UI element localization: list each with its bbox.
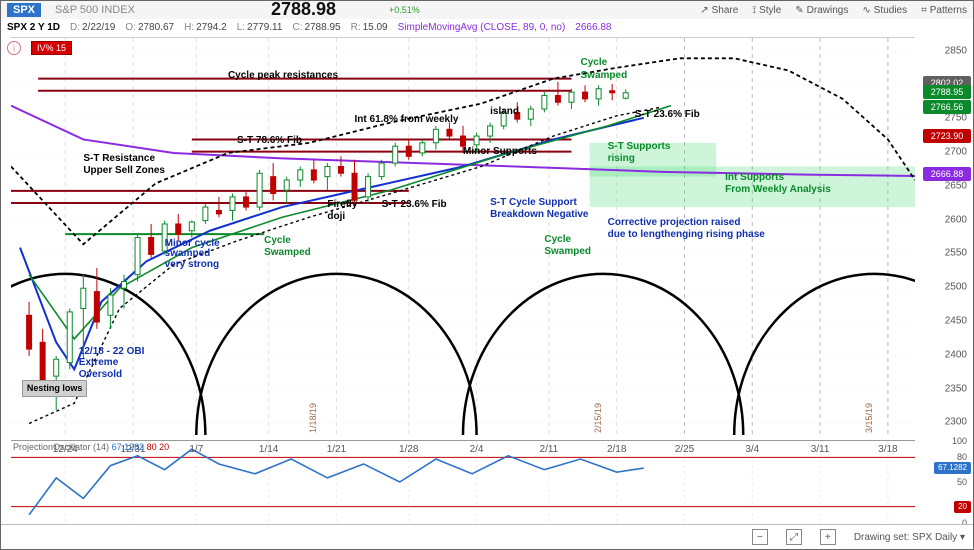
nesting-lows-box: Nesting lows	[22, 380, 88, 398]
price-tag: 2788.95	[923, 85, 971, 99]
info-icon[interactable]: i	[7, 41, 21, 55]
ohlc-bar: SPX 2 Y 1D D:2/22/19 O:2780.67 H:2794.2 …	[1, 19, 973, 35]
osc-tag: 67.1282	[934, 462, 971, 474]
chart-annotation: Int 61.8% from weekly	[355, 114, 459, 125]
price-tag: 2723.90	[923, 129, 971, 143]
zoom-reset-icon[interactable]: ⤢	[786, 529, 802, 545]
chart-annotation: Breakdown Negative	[490, 209, 588, 220]
x-tick-label: 3/4	[745, 444, 759, 455]
drawing-set-label: Drawing set: SPX Daily ▾	[854, 532, 965, 543]
zoom-in-icon[interactable]: +	[820, 529, 836, 545]
drawings-button[interactable]: ✎ Drawings	[795, 5, 848, 16]
chart-annotation: due to lengthenging rising phase	[608, 229, 765, 240]
timeframe-label[interactable]: SPX 2 Y 1D	[7, 22, 60, 33]
chart-annotation: Cycle peak resistances	[228, 70, 338, 81]
x-tick-label: 1/14	[259, 444, 278, 455]
chart-annotation: Swamped	[264, 247, 311, 258]
price-chart[interactable]: Cycle peak resistancesCycleSwampedisland…	[11, 37, 915, 437]
chart-annotation: rising	[608, 153, 635, 164]
chart-annotation: island	[490, 106, 519, 117]
sma-label: SimpleMovingAvg (CLOSE, 89, 0, no)	[398, 22, 566, 33]
index-label: S&P 500 INDEX	[55, 4, 135, 16]
symbol-badge[interactable]: SPX	[7, 3, 41, 17]
x-tick-label: 3/18	[878, 444, 897, 455]
chart-annotation: Int Supports	[725, 172, 784, 183]
chart-annotation: Extreme	[79, 357, 118, 368]
x-tick-label: 1/21	[327, 444, 346, 455]
last-price: 2788.98	[271, 0, 336, 20]
prev-change-pct: +0.51%	[389, 5, 420, 15]
chart-annotation: S-T Cycle Support	[490, 197, 577, 208]
iv-badge: IV% 15	[31, 41, 72, 55]
chart-annotation: doji	[327, 211, 345, 222]
chart-annotation: S-T 78.6% Fib	[237, 135, 302, 146]
x-tick-label: 1/7	[189, 444, 203, 455]
chart-annotation: Firefly	[327, 199, 357, 210]
price-tag: 2666.88	[923, 167, 971, 181]
chart-annotation: Upper Sell Zones	[83, 165, 165, 176]
chart-annotation: S-T 23.6% Fib	[635, 109, 700, 120]
chart-annotation: Minor cycle	[165, 238, 220, 249]
zoom-out-icon[interactable]: −	[752, 529, 768, 545]
chart-annotation: Swamped	[581, 70, 628, 81]
x-tick-label: 3/11	[811, 444, 830, 455]
studies-button[interactable]: ∿ Studies	[862, 5, 907, 16]
x-tick-label: 2/25	[675, 444, 694, 455]
osc-tag: 20	[954, 501, 971, 513]
chart-annotation: S-T Supports	[608, 141, 671, 152]
x-tick-label: 2/11	[540, 444, 559, 455]
chart-annotation: S-T 23.6% Fib	[382, 199, 447, 210]
chart-annotation: 12/18 - 22 OBI	[79, 346, 145, 357]
x-tick-label: 2/4	[470, 444, 484, 455]
x-tick-label: 1/28	[399, 444, 418, 455]
app-root: SPX S&P 500 INDEX ↗ Share ⟟ Style ✎ Draw…	[0, 0, 974, 550]
chart-annotation: Cycle	[544, 234, 571, 245]
chart-annotation: Cycle	[581, 57, 608, 68]
share-button[interactable]: ↗ Share	[700, 5, 738, 16]
price-tag: 2766.56	[923, 100, 971, 114]
chart-annotation: S-T Resistance	[83, 153, 155, 164]
chart-annotation: very strong	[165, 259, 219, 270]
cycle-date-label: 1/18/19	[308, 403, 318, 433]
chart-annotation: swamped	[165, 248, 211, 259]
chart-annotation: Corrective projection raised	[608, 217, 741, 228]
style-button[interactable]: ⟟ Style	[752, 5, 781, 16]
price-y-axis: 2300235024002450250025502600265027002750…	[915, 37, 973, 437]
chart-annotation: From Weekly Analysis	[725, 184, 831, 195]
chart-annotation: Swamped	[544, 246, 591, 257]
status-bar: − ⤢ + Drawing set: SPX Daily ▾	[1, 524, 973, 549]
oscillator-title: ProjectionOscillator (14) 67.1282 80 20	[13, 442, 169, 452]
oscillator-y-axis: 020508010067.128220	[915, 441, 973, 523]
oscillator-panel[interactable]: ProjectionOscillator (14) 67.1282 80 20	[11, 440, 915, 523]
sma-value: 2666.88	[575, 22, 611, 33]
chart-annotation: Oversold	[79, 369, 122, 380]
top-toolbar: SPX S&P 500 INDEX ↗ Share ⟟ Style ✎ Draw…	[1, 1, 973, 20]
x-tick-label: 2/18	[607, 444, 626, 455]
chart-annotation: Minor Supports	[463, 146, 537, 157]
patterns-button[interactable]: ⌗ Patterns	[921, 5, 967, 16]
cycle-date-label: 3/15/19	[864, 403, 874, 433]
cycle-date-label: 2/15/19	[593, 403, 603, 433]
chart-annotation: Cycle	[264, 235, 291, 246]
